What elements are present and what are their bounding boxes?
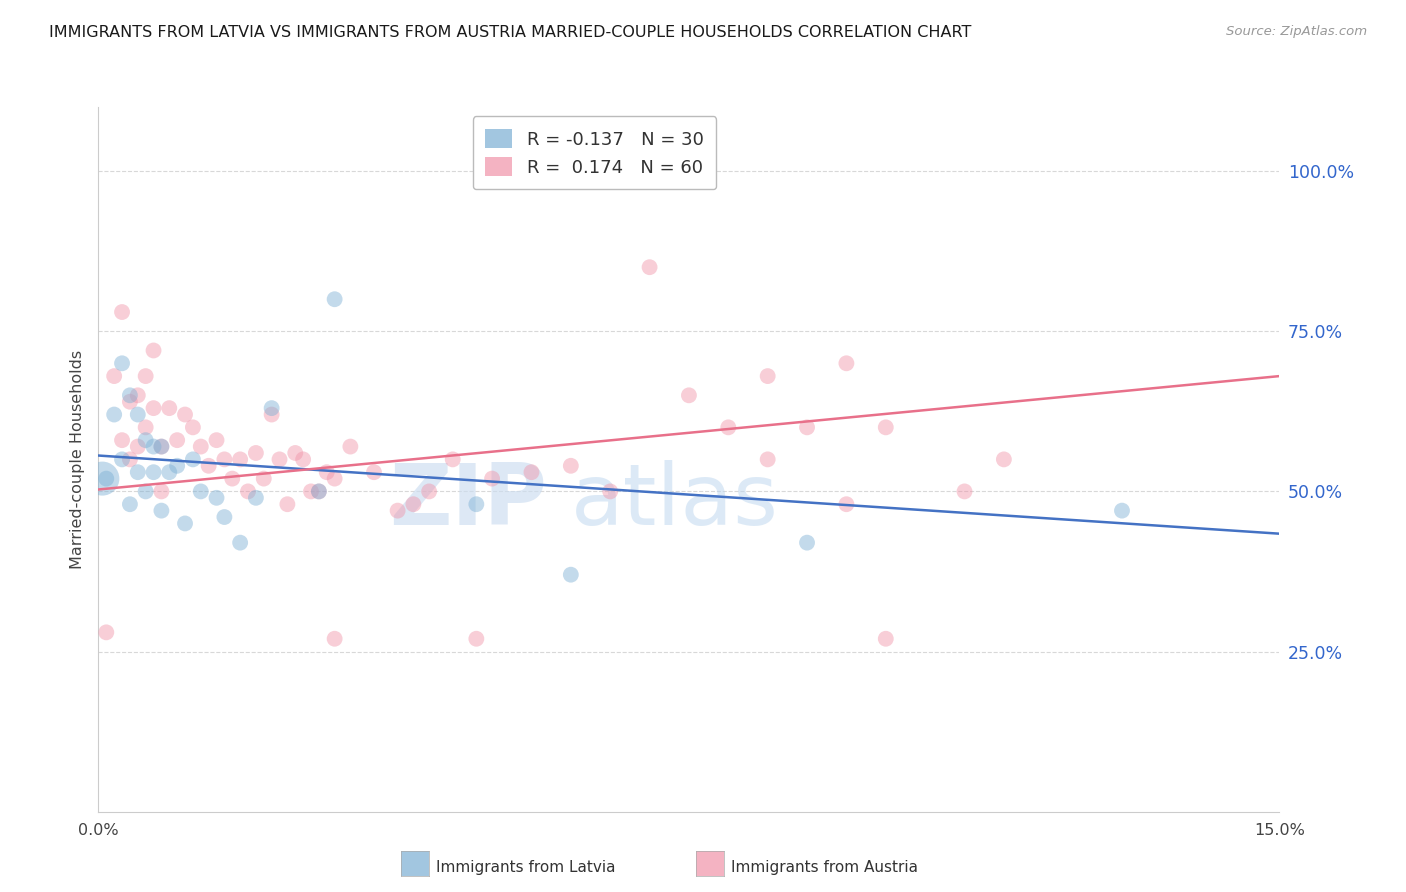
- Point: [560, 458, 582, 473]
- Point: [127, 465, 149, 479]
- Point: [308, 484, 330, 499]
- Point: [157, 465, 180, 479]
- Point: [993, 452, 1015, 467]
- Point: [308, 484, 330, 499]
- Point: [127, 408, 149, 422]
- Point: [205, 491, 228, 505]
- Point: [269, 452, 291, 467]
- Point: [142, 401, 165, 416]
- Point: [111, 305, 134, 319]
- Point: [756, 452, 779, 467]
- Point: [245, 491, 267, 505]
- Point: [229, 452, 252, 467]
- Point: [835, 497, 858, 511]
- Y-axis label: Married-couple Households: Married-couple Households: [69, 350, 84, 569]
- Point: [197, 458, 219, 473]
- Text: Immigrants from Latvia: Immigrants from Latvia: [436, 860, 616, 874]
- Point: [402, 497, 425, 511]
- Point: [835, 356, 858, 370]
- Point: [181, 420, 204, 434]
- Point: [796, 420, 818, 434]
- Point: [465, 497, 488, 511]
- Point: [174, 516, 197, 531]
- Point: [1111, 503, 1133, 517]
- Point: [560, 567, 582, 582]
- Point: [91, 472, 114, 486]
- Point: [96, 625, 118, 640]
- Legend: R = -0.137   N = 30, R =  0.174   N = 60: R = -0.137 N = 30, R = 0.174 N = 60: [472, 116, 716, 189]
- Point: [323, 632, 346, 646]
- Point: [292, 452, 315, 467]
- Point: [284, 446, 307, 460]
- Point: [599, 484, 621, 499]
- Point: [181, 452, 204, 467]
- Point: [717, 420, 740, 434]
- Point: [441, 452, 464, 467]
- Point: [96, 472, 118, 486]
- Point: [253, 472, 276, 486]
- Point: [214, 452, 236, 467]
- Point: [214, 510, 236, 524]
- Point: [166, 458, 188, 473]
- Point: [520, 465, 543, 479]
- Point: [387, 503, 409, 517]
- Point: [245, 446, 267, 460]
- Text: ZIP: ZIP: [389, 460, 547, 543]
- Point: [118, 497, 141, 511]
- Point: [190, 484, 212, 499]
- Point: [135, 420, 157, 434]
- Point: [150, 484, 173, 499]
- Point: [103, 408, 125, 422]
- Point: [127, 388, 149, 402]
- Text: Source: ZipAtlas.com: Source: ZipAtlas.com: [1226, 25, 1367, 38]
- Text: IMMIGRANTS FROM LATVIA VS IMMIGRANTS FROM AUSTRIA MARRIED-COUPLE HOUSEHOLDS CORR: IMMIGRANTS FROM LATVIA VS IMMIGRANTS FRO…: [49, 25, 972, 40]
- Point: [953, 484, 976, 499]
- Point: [323, 292, 346, 306]
- Point: [481, 472, 503, 486]
- Point: [339, 440, 361, 454]
- Point: [166, 433, 188, 447]
- Point: [299, 484, 322, 499]
- Point: [111, 356, 134, 370]
- Point: [135, 369, 157, 384]
- Point: [150, 503, 173, 517]
- Point: [465, 632, 488, 646]
- Point: [796, 535, 818, 549]
- Point: [142, 465, 165, 479]
- Point: [174, 408, 197, 422]
- Point: [142, 343, 165, 358]
- Point: [363, 465, 385, 479]
- Point: [135, 433, 157, 447]
- Point: [678, 388, 700, 402]
- Point: [157, 401, 180, 416]
- Point: [111, 433, 134, 447]
- Point: [221, 472, 243, 486]
- Point: [118, 394, 141, 409]
- Point: [418, 484, 440, 499]
- Point: [142, 440, 165, 454]
- Point: [118, 388, 141, 402]
- Point: [150, 440, 173, 454]
- Point: [229, 535, 252, 549]
- Point: [638, 260, 661, 275]
- Point: [190, 440, 212, 454]
- Point: [111, 452, 134, 467]
- Point: [103, 369, 125, 384]
- Text: atlas: atlas: [571, 460, 779, 543]
- Point: [323, 472, 346, 486]
- Point: [150, 440, 173, 454]
- Point: [276, 497, 298, 511]
- Point: [875, 632, 897, 646]
- Point: [315, 465, 337, 479]
- Point: [260, 401, 283, 416]
- Point: [236, 484, 259, 499]
- Text: Immigrants from Austria: Immigrants from Austria: [731, 860, 918, 874]
- Point: [205, 433, 228, 447]
- Point: [127, 440, 149, 454]
- Point: [260, 408, 283, 422]
- Point: [875, 420, 897, 434]
- Point: [756, 369, 779, 384]
- Point: [118, 452, 141, 467]
- Point: [135, 484, 157, 499]
